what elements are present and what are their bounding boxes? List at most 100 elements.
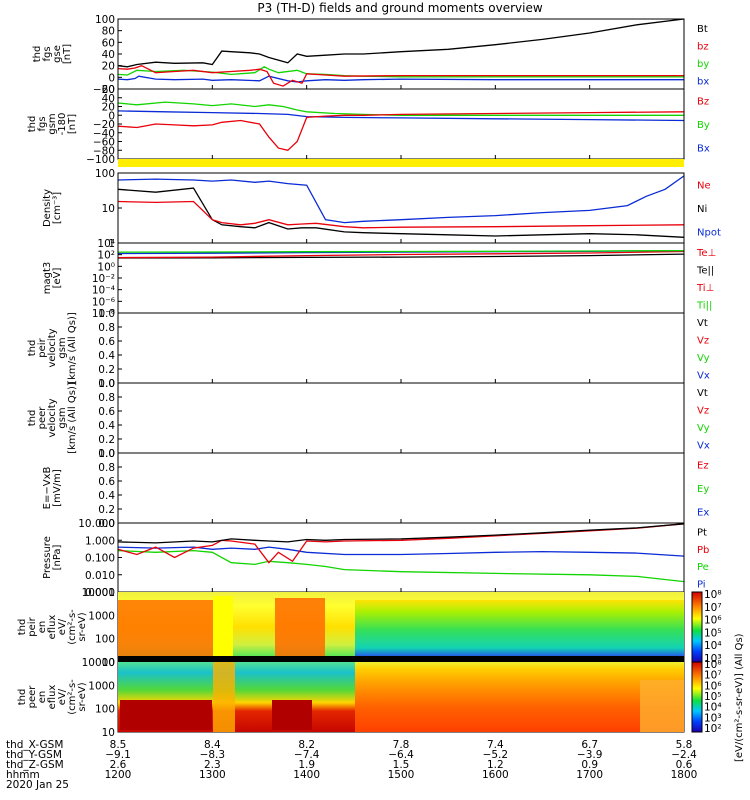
series-temperature-1 <box>117 250 685 259</box>
ephem-value: 1.9 <box>298 759 315 771</box>
ytick-label: 1000 <box>88 680 115 692</box>
ylabel-line: gse <box>52 45 63 63</box>
ylabel-line: [eV] <box>52 268 63 289</box>
ylabel-line: sr-eV) <box>77 612 88 641</box>
ytick-label: 40 <box>102 49 115 61</box>
panel-peer_velocity: 1.0 0.8 0.6 0.4 0.2 0.0 thd peer velocity gsm [km/… <box>27 378 710 460</box>
ylabel-line: velocity <box>47 328 58 367</box>
series-fgs_gse-0 <box>117 75 684 83</box>
peer-spectrogram-late <box>640 680 684 732</box>
ylabel-line: peer <box>27 685 38 709</box>
ylabel-line: eflux <box>47 615 58 640</box>
ylabel-line: peir <box>37 337 48 357</box>
ytick-label: 0.001 <box>85 587 115 599</box>
ytick-label: 0.6 <box>98 336 115 348</box>
series-fgs_gse-1 <box>117 66 684 78</box>
series-pressure-0 <box>117 549 685 583</box>
ylabel-line: [km/s (All Qs)] <box>67 382 78 454</box>
ylabel-line: en <box>37 691 48 704</box>
panel-pressure: 10.000 1.000 0.100 0.010 0.001 Pressure [nPa] P… <box>42 518 709 599</box>
legend-entry: Ey <box>697 484 709 495</box>
legend-entry: Vy <box>697 353 710 364</box>
legend-entry: Bx <box>697 143 710 154</box>
ephem-row-label: thd_Y-GSM <box>6 749 62 761</box>
panel-density: 100 10 1 Density [cm⁻³] Ne Ni Npot <box>42 168 721 250</box>
ytick-label: 0.8 <box>98 322 115 334</box>
ytick-label: 0.8 <box>98 462 115 474</box>
ytick-label: 10 <box>102 727 115 739</box>
colorbar-tick: 10² <box>704 723 722 735</box>
ylabel-line: [cm⁻³] <box>52 192 63 224</box>
ylabel-line: thd <box>17 689 28 706</box>
ytick-label: 0 <box>108 110 115 122</box>
ylabel-line: eV/ <box>57 618 68 635</box>
ylabel-line: (cm²-s- <box>67 609 78 645</box>
ytick-label: 100 <box>95 704 115 716</box>
ephem-value: 7.4 <box>487 739 504 751</box>
ytick-label: 0.0 <box>98 378 115 390</box>
legend-entry: Pi <box>697 579 706 590</box>
frame-fgs_gsm <box>117 88 685 160</box>
legend-entry: Npot <box>697 227 721 238</box>
ytick-label: 10² <box>97 250 115 262</box>
ylabel-line: fgs <box>37 116 48 131</box>
ylabel-line: fgs <box>42 46 53 61</box>
ylabel-line: (cm²-s- <box>67 679 78 715</box>
legend-entry: Vx <box>697 440 710 451</box>
peir-spectrogram-floor <box>118 656 684 662</box>
ytick-label: 10.000 <box>78 518 115 530</box>
ylabel-line: peer <box>37 406 48 430</box>
ytick-label: 1000 <box>88 610 115 622</box>
ylabel-line: peir <box>27 616 38 636</box>
ylabel-line: thd <box>27 340 38 357</box>
ylabel-line: gsm <box>47 113 58 134</box>
ephem-value: 2.3 <box>204 759 221 771</box>
ephem-value: 7.8 <box>393 739 410 751</box>
ephem-value: 8.2 <box>298 739 315 751</box>
peir-spectrogram-gap1 <box>213 596 233 660</box>
frame-efield <box>117 452 685 524</box>
ephem-value: 2.6 <box>110 759 127 771</box>
series-temperature-0 <box>117 253 685 259</box>
ytick-label: 10 <box>102 657 115 669</box>
ylabel-line: [nT] <box>62 44 73 64</box>
ytick-label: 10⁰ <box>97 261 115 273</box>
peer-eflux-spectrogram <box>118 662 684 732</box>
legend-entry: Bt <box>697 24 708 35</box>
legend-entry: Ni <box>697 204 707 215</box>
ylabel-line: [nT] <box>67 114 78 134</box>
ytick-label: 0 <box>108 72 115 84</box>
ytick-label: 1.0 <box>98 448 115 460</box>
legend-entry: Vx <box>697 370 710 381</box>
ytick-label: 0.2 <box>98 434 115 446</box>
ytick-label: 0.4 <box>98 420 115 432</box>
ytick-label: 0.4 <box>98 350 115 362</box>
figure-title: P3 (TH-D) fields and ground moments over… <box>257 1 542 15</box>
ephem-value: 1500 <box>388 769 415 781</box>
peir-eflux-spectrogram <box>118 592 684 662</box>
ytick-label: −20 <box>93 119 115 131</box>
ytick-label: 0.2 <box>98 504 115 516</box>
ytick-label: 0.0 <box>98 518 115 530</box>
ylabel-line: Pressure <box>42 536 53 579</box>
ytick-label: 20 <box>102 102 115 114</box>
ytick-label: 10⁻⁸ <box>92 308 115 320</box>
legend-entry: Te|| <box>696 265 714 276</box>
ephem-value: 1600 <box>482 769 509 781</box>
colorbar: 10⁸10⁷10⁶10⁵10⁴10³10⁸10⁷10⁶10⁵10⁴10³10² … <box>691 589 745 762</box>
ylabel-line: magt3 <box>42 262 53 295</box>
ephem-row-label: thd_Z-GSM <box>6 759 64 771</box>
ytick-label: 10⁻⁴ <box>92 285 115 297</box>
ephem-value: −8.3 <box>200 749 226 761</box>
peir-spectrogram-burst <box>275 598 325 660</box>
legend-entry: Vz <box>697 335 709 346</box>
ytick-label: 80 <box>102 26 115 38</box>
ephem-value: 6.7 <box>581 739 598 751</box>
ylabel-line: eflux <box>47 685 58 710</box>
colorbar-tick: 10⁸ <box>704 589 722 601</box>
ytick-label: 60 <box>102 84 115 96</box>
legend-entry: Bz <box>697 97 709 108</box>
colorbar-tick: 10³ <box>704 653 722 665</box>
legend-entry: Ti⊥ <box>696 283 714 294</box>
frame-peir_velocity <box>117 312 685 384</box>
